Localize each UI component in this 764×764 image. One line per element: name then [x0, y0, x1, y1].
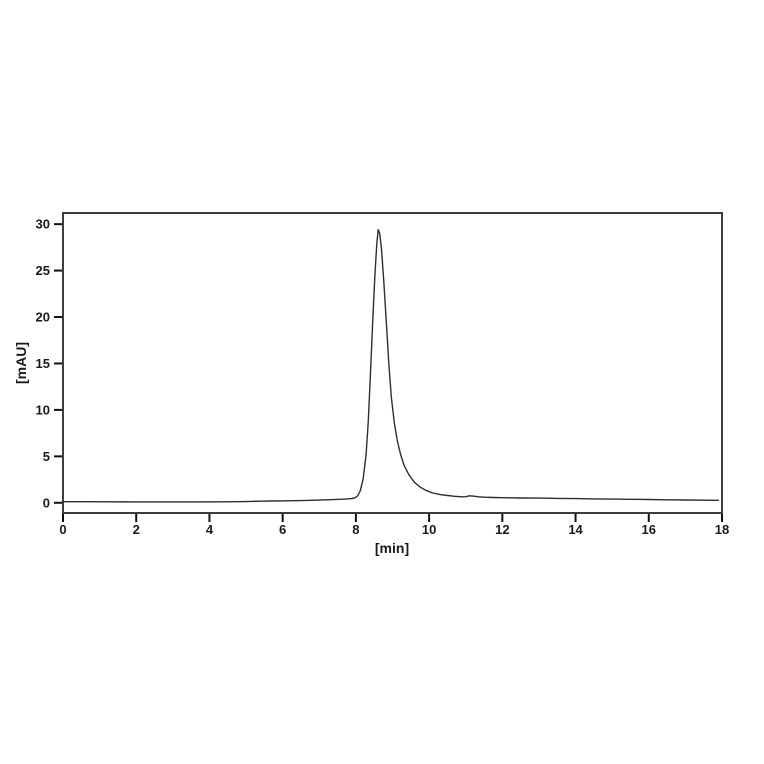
- tick-label: 0: [59, 522, 66, 537]
- tick-label: 14: [568, 522, 583, 537]
- x-axis-ticks: 0 2 4 6 8 10 12 14 16 18: [59, 514, 729, 537]
- plot-frame: [62, 212, 723, 514]
- tick-label: 12: [495, 522, 509, 537]
- tick-label: 6: [279, 522, 286, 537]
- y-axis-ticks: 0 5 10 15 20 25 30: [36, 217, 62, 510]
- tick-label: 15: [36, 356, 50, 371]
- signal-trace: [62, 229, 719, 503]
- tick-label: 8: [352, 522, 359, 537]
- tick-label: 2: [133, 522, 140, 537]
- tick-label: 0: [43, 495, 50, 510]
- tick-label: 25: [36, 263, 50, 278]
- tick-label: 18: [715, 522, 729, 537]
- y-axis-label: [mAU]: [13, 342, 29, 384]
- tick-label: 5: [43, 449, 50, 464]
- tick-label: 4: [206, 522, 214, 537]
- tick-label: 10: [422, 522, 436, 537]
- tick-label: 30: [36, 217, 50, 232]
- x-axis-label: [min]: [375, 540, 409, 556]
- tick-label: 16: [642, 522, 656, 537]
- tick-label: 20: [36, 310, 50, 325]
- tick-label: 10: [36, 402, 50, 417]
